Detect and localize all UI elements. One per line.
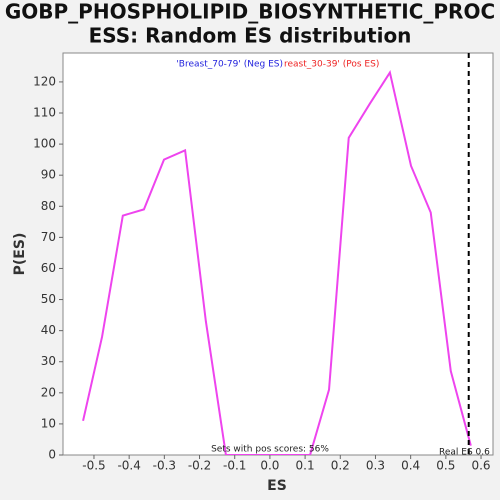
x-tick-label: 0.1 <box>296 459 315 473</box>
y-tick-label: 0 <box>48 448 56 462</box>
x-tick-label: -0.5 <box>82 459 105 473</box>
y-tick-label: 110 <box>33 106 56 120</box>
plot-layer: Real ES 0.6 Sets with pos scores: 56% <box>82 53 490 458</box>
x-tick-label: -0.1 <box>223 459 246 473</box>
plot-area <box>62 52 494 456</box>
x-tick-label: 0.6 <box>471 459 490 473</box>
chart-title: ESS: Random ES distribution <box>89 24 412 48</box>
y-tick-label: 20 <box>41 385 56 399</box>
x-tick-label: -0.4 <box>117 459 140 473</box>
y-tick-label: 30 <box>41 354 56 368</box>
y-tick-label: 120 <box>33 74 56 88</box>
x-tick-label: 0.2 <box>331 459 350 473</box>
y-tick-label: 100 <box>33 137 56 151</box>
x-tick-label: 0.0 <box>260 459 279 473</box>
x-tick-label: 0.4 <box>401 459 420 473</box>
y-tick-label: 80 <box>41 199 56 213</box>
x-tick-label: -0.2 <box>188 459 211 473</box>
y-tick-label: 50 <box>41 292 56 306</box>
y-tick-label: 40 <box>41 323 56 337</box>
real-es-label: Real ES 0.6 <box>439 448 490 458</box>
legend-label: reast_30-39' (Pos ES) <box>284 60 379 70</box>
y-tick-label: 90 <box>41 168 56 182</box>
x-axis-label: ES <box>267 478 287 494</box>
y-tick-label: 10 <box>41 416 56 430</box>
x-tick-label: -0.3 <box>153 459 176 473</box>
y-axis-label: P(ES) <box>12 233 28 276</box>
chart-title: GOBP_PHOSPHOLIPID_BIOSYNTHETIC_PROC <box>5 0 495 24</box>
x-tick-label: 0.3 <box>366 459 385 473</box>
y-tick-label: 60 <box>41 261 56 275</box>
line <box>82 70 472 455</box>
y-tick-label: 70 <box>41 230 56 244</box>
legend-label: 'Breast_70-79' (Neg ES) <box>176 60 283 70</box>
annotation: Sets with pos scores: 56% <box>211 445 329 455</box>
x-tick-label: 0.5 <box>436 459 455 473</box>
